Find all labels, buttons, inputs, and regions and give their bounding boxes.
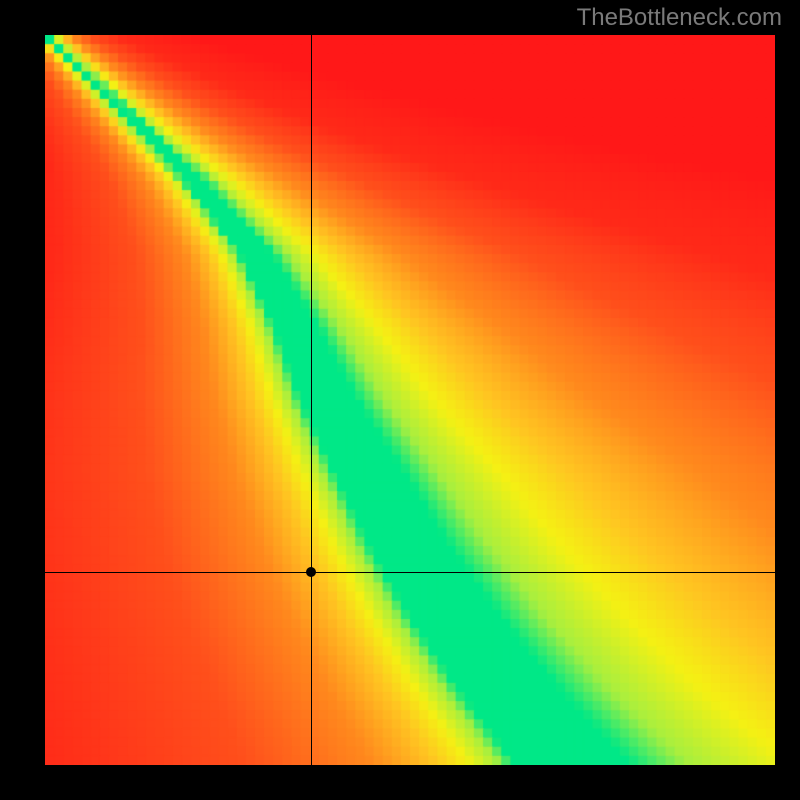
crosshair-horizontal: [45, 572, 775, 573]
plot-area: [45, 35, 775, 765]
crosshair-marker: [306, 567, 316, 577]
heatmap-canvas: [45, 35, 775, 765]
watermark-text: TheBottleneck.com: [577, 4, 782, 32]
chart-container: TheBottleneck.com: [0, 0, 800, 800]
crosshair-vertical: [311, 35, 312, 765]
